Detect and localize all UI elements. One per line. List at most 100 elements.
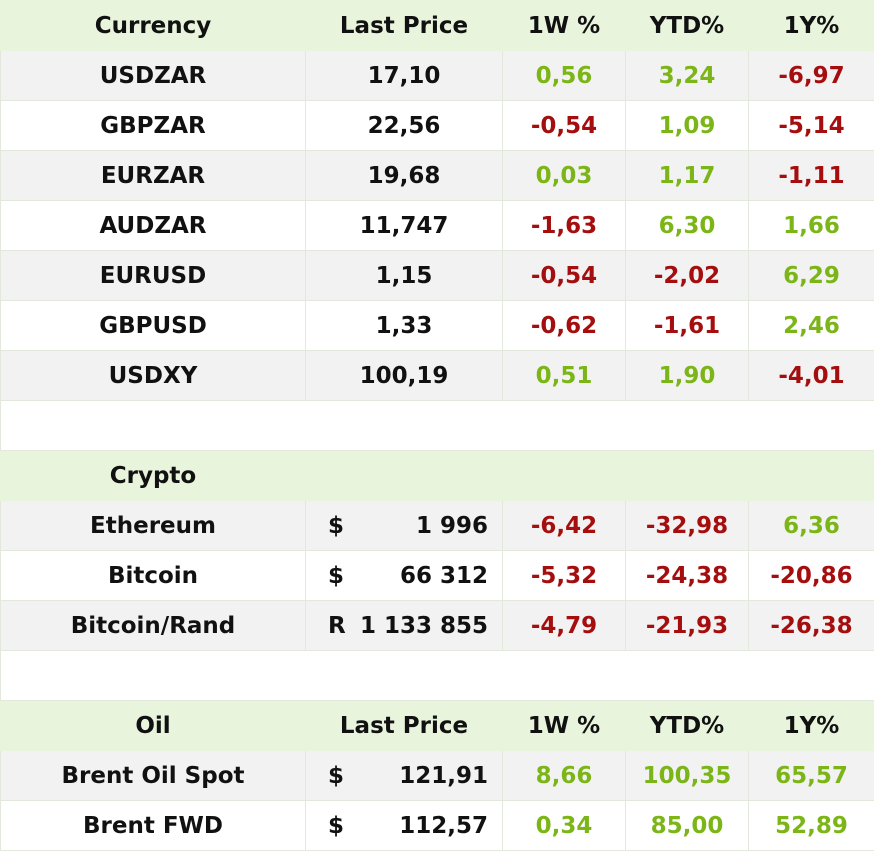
table-row: Brent Oil Spot $121,91 8,66 100,35 65,57 bbox=[0, 750, 874, 801]
section-title-crypto: Crypto bbox=[0, 450, 306, 501]
change-1w: -0,54 bbox=[502, 100, 626, 151]
crypto-name: Bitcoin bbox=[0, 550, 306, 601]
last-price: $1 996 bbox=[305, 500, 503, 551]
oil-header-row: Oil Last Price 1W % YTD% 1Y% bbox=[0, 700, 874, 751]
empty-header-cell bbox=[502, 450, 626, 501]
change-1w: 8,66 bbox=[502, 750, 626, 801]
col-header-last-price: Last Price bbox=[305, 0, 503, 51]
change-1y: -1,11 bbox=[748, 150, 874, 201]
change-1w: 0,56 bbox=[502, 50, 626, 101]
last-price: 1,33 bbox=[305, 300, 503, 351]
table-row: GBPUSD 1,33 -0,62 -1,61 2,46 bbox=[0, 300, 874, 351]
price-value: 121,91 bbox=[399, 762, 488, 789]
change-1w: -6,42 bbox=[502, 500, 626, 551]
price-value: 66 312 bbox=[399, 562, 488, 589]
currency-name: EURUSD bbox=[0, 250, 306, 301]
spacer-cell bbox=[0, 650, 874, 701]
crypto-header-row: Crypto bbox=[0, 450, 874, 501]
change-1y: 6,36 bbox=[748, 500, 874, 551]
change-1y: 6,29 bbox=[748, 250, 874, 301]
table-row: USDZAR 17,10 0,56 3,24 -6,97 bbox=[0, 50, 874, 101]
currency-name: USDXY bbox=[0, 350, 306, 401]
crypto-name: Ethereum bbox=[0, 500, 306, 551]
oil-name: Brent Oil Spot bbox=[0, 750, 306, 801]
change-ytd: -24,38 bbox=[625, 550, 749, 601]
change-ytd: -2,02 bbox=[625, 250, 749, 301]
last-price: 17,10 bbox=[305, 50, 503, 101]
crypto-name: Bitcoin/Rand bbox=[0, 600, 306, 651]
last-price: $121,91 bbox=[305, 750, 503, 801]
change-1w: -5,32 bbox=[502, 550, 626, 601]
spacer-row bbox=[0, 650, 874, 701]
currency-symbol: $ bbox=[328, 512, 345, 539]
last-price: 22,56 bbox=[305, 100, 503, 151]
currency-symbol: R bbox=[328, 612, 346, 639]
change-ytd: -1,61 bbox=[625, 300, 749, 351]
col-header-1w: 1W % bbox=[502, 700, 626, 751]
change-1w: -0,54 bbox=[502, 250, 626, 301]
last-price: $66 312 bbox=[305, 550, 503, 601]
change-ytd: 1,17 bbox=[625, 150, 749, 201]
change-1w: -0,62 bbox=[502, 300, 626, 351]
currency-name: EURZAR bbox=[0, 150, 306, 201]
col-header-1w: 1W % bbox=[502, 0, 626, 51]
table-row: Bitcoin $66 312 -5,32 -24,38 -20,86 bbox=[0, 550, 874, 601]
change-ytd: 85,00 bbox=[625, 800, 749, 851]
last-price: 11,747 bbox=[305, 200, 503, 251]
table-row: EURUSD 1,15 -0,54 -2,02 6,29 bbox=[0, 250, 874, 301]
change-ytd: 1,09 bbox=[625, 100, 749, 151]
price-value: 1 996 bbox=[415, 512, 488, 539]
change-1w: -4,79 bbox=[502, 600, 626, 651]
currency-header-row: Currency Last Price 1W % YTD% 1Y% bbox=[0, 0, 874, 51]
table-row: AUDZAR 11,747 -1,63 6,30 1,66 bbox=[0, 200, 874, 251]
empty-header-cell bbox=[748, 450, 874, 501]
last-price: 100,19 bbox=[305, 350, 503, 401]
table-row: Bitcoin/Rand R 1 133 855 -4,79 -21,93 -26… bbox=[0, 600, 874, 651]
currency-name: AUDZAR bbox=[0, 200, 306, 251]
col-header-currency: Currency bbox=[0, 0, 306, 51]
change-1w: 0,51 bbox=[502, 350, 626, 401]
change-ytd: 1,90 bbox=[625, 350, 749, 401]
change-1y: -6,97 bbox=[748, 50, 874, 101]
last-price: 19,68 bbox=[305, 150, 503, 201]
empty-header-cell bbox=[625, 450, 749, 501]
currency-name: USDZAR bbox=[0, 50, 306, 101]
col-header-oil: Oil bbox=[0, 700, 306, 751]
change-1y: 1,66 bbox=[748, 200, 874, 251]
table-row: GBPZAR 22,56 -0,54 1,09 -5,14 bbox=[0, 100, 874, 151]
change-1y: 52,89 bbox=[748, 800, 874, 851]
change-ytd: 6,30 bbox=[625, 200, 749, 251]
price-value: 112,57 bbox=[399, 812, 488, 839]
change-ytd: -32,98 bbox=[625, 500, 749, 551]
col-header-1y: 1Y% bbox=[748, 700, 874, 751]
last-price: 1,15 bbox=[305, 250, 503, 301]
last-price: R 1 133 855 bbox=[305, 600, 503, 651]
change-1y: -4,01 bbox=[748, 350, 874, 401]
change-1y: -20,86 bbox=[748, 550, 874, 601]
change-1y: -26,38 bbox=[748, 600, 874, 651]
col-header-ytd: YTD% bbox=[625, 700, 749, 751]
change-ytd: 100,35 bbox=[625, 750, 749, 801]
currency-name: GBPZAR bbox=[0, 100, 306, 151]
empty-header-cell bbox=[305, 450, 503, 501]
change-ytd: -21,93 bbox=[625, 600, 749, 651]
table-row: Ethereum $1 996 -6,42 -32,98 6,36 bbox=[0, 500, 874, 551]
currency-name: GBPUSD bbox=[0, 300, 306, 351]
change-1y: 65,57 bbox=[748, 750, 874, 801]
oil-name: Brent FWD bbox=[0, 800, 306, 851]
change-1y: 2,46 bbox=[748, 300, 874, 351]
change-1w: 0,03 bbox=[502, 150, 626, 201]
col-header-1y: 1Y% bbox=[748, 0, 874, 51]
spacer-cell bbox=[0, 400, 874, 451]
currency-symbol: $ bbox=[328, 812, 345, 839]
change-1w: -1,63 bbox=[502, 200, 626, 251]
currency-symbol: $ bbox=[328, 562, 345, 589]
table-row: Brent FWD $112,57 0,34 85,00 52,89 bbox=[0, 800, 874, 851]
change-ytd: 3,24 bbox=[625, 50, 749, 101]
col-header-last-price: Last Price bbox=[305, 700, 503, 751]
spacer-row bbox=[0, 400, 874, 451]
currency-symbol: $ bbox=[328, 762, 345, 789]
last-price: $112,57 bbox=[305, 800, 503, 851]
table-row: USDXY 100,19 0,51 1,90 -4,01 bbox=[0, 350, 874, 401]
price-value: 1 133 855 bbox=[359, 612, 488, 639]
